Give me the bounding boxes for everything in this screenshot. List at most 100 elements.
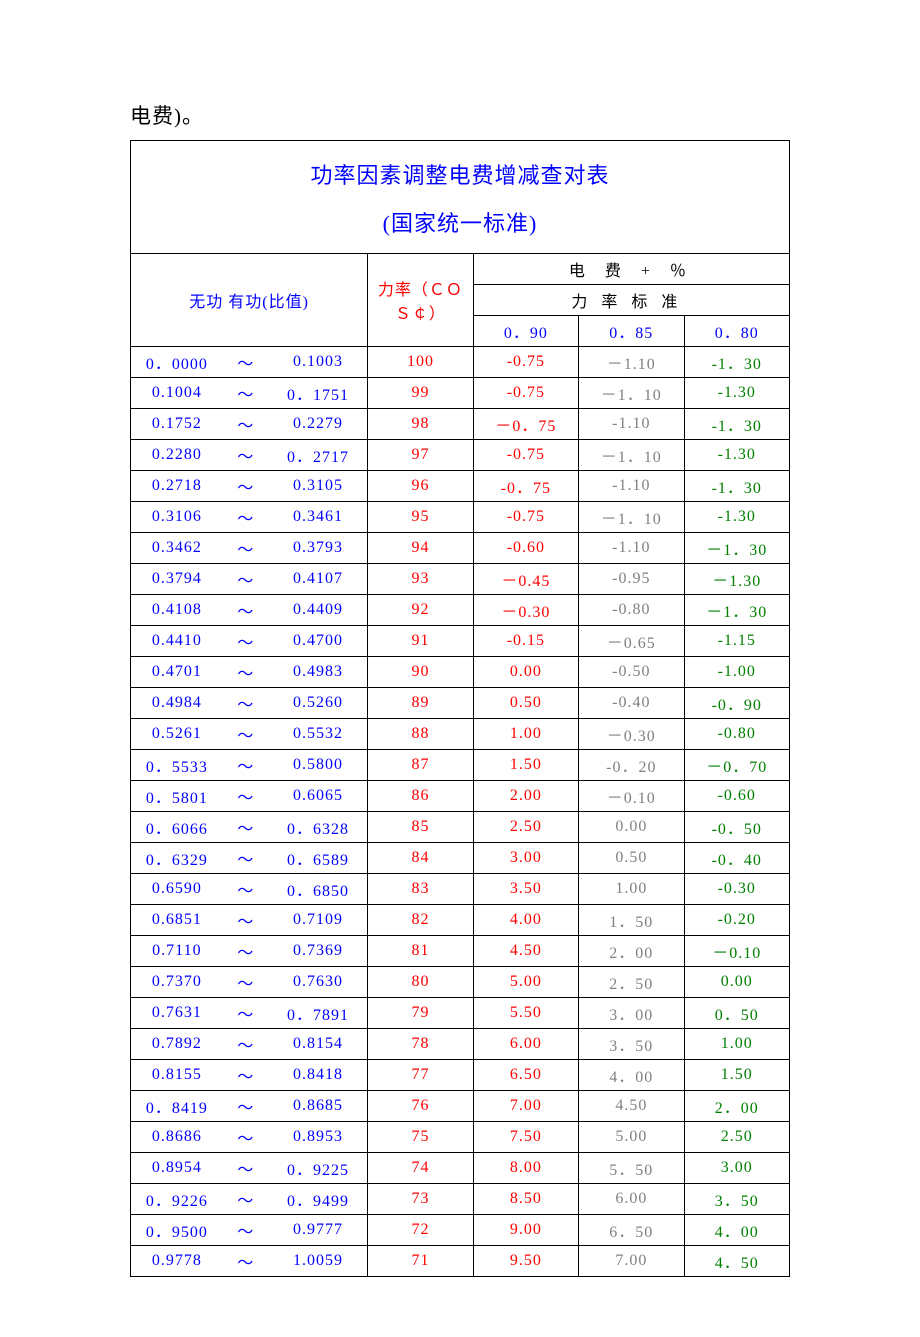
power-factor: 76 xyxy=(368,1090,473,1121)
value-090: -0．75 xyxy=(473,470,578,501)
tilde: ～ xyxy=(223,501,269,532)
ratio-high: 0.1003 xyxy=(269,346,368,377)
value-090: 2.00 xyxy=(473,780,578,811)
value-090: 8.50 xyxy=(473,1183,578,1214)
ratio-low: 0．9226 xyxy=(131,1183,223,1214)
value-090: 4.50 xyxy=(473,935,578,966)
value-090: -0.75 xyxy=(473,346,578,377)
value-080: -1．30 xyxy=(684,470,789,501)
value-090: 9.50 xyxy=(473,1245,578,1276)
table-row: 0.6851～0.7109824.001．50-0.20 xyxy=(131,904,790,935)
table-row: 0．8419～0.8685767.004.502．00 xyxy=(131,1090,790,1121)
value-090: －0.45 xyxy=(473,563,578,594)
ratio-high: 0.4107 xyxy=(269,563,368,594)
power-factor: 90 xyxy=(368,656,473,687)
header-std: 力率标准 xyxy=(473,284,789,315)
ratio-low: 0.5261 xyxy=(131,718,223,749)
power-factor: 80 xyxy=(368,966,473,997)
ratio-high: 0.5260 xyxy=(269,687,368,718)
value-085: 5．50 xyxy=(579,1152,684,1183)
table-row: 0.8954～0．9225748.005．503.00 xyxy=(131,1152,790,1183)
value-085: -0.50 xyxy=(579,656,684,687)
value-085: -1.10 xyxy=(579,532,684,563)
value-085: 1．50 xyxy=(579,904,684,935)
ratio-high: 0.5800 xyxy=(269,749,368,780)
value-080: -1.15 xyxy=(684,625,789,656)
tilde: ～ xyxy=(223,1183,269,1214)
ratio-high: 0.4409 xyxy=(269,594,368,625)
tilde: ～ xyxy=(223,811,269,842)
ratio-low: 0.7370 xyxy=(131,966,223,997)
value-090: 7.00 xyxy=(473,1090,578,1121)
power-factor: 72 xyxy=(368,1214,473,1245)
header-ratio: 无功 有功(比值) xyxy=(131,253,368,346)
ratio-high: 0．6589 xyxy=(269,842,368,873)
ratio-low: 0.3106 xyxy=(131,501,223,532)
pre-text: 电费)。 xyxy=(130,100,790,130)
header-pf: 力率（ＣＯＳ￠） xyxy=(368,253,473,346)
value-080: -0.60 xyxy=(684,780,789,811)
power-factor: 100 xyxy=(368,346,473,377)
tilde: ～ xyxy=(223,1214,269,1245)
value-090: 7.50 xyxy=(473,1121,578,1152)
table-row: 0．5801～0.6065862.00－0.10-0.60 xyxy=(131,780,790,811)
tilde: ～ xyxy=(223,470,269,501)
tilde: ～ xyxy=(223,1152,269,1183)
power-factor: 71 xyxy=(368,1245,473,1276)
value-085: 5.00 xyxy=(579,1121,684,1152)
ratio-high: 0.2279 xyxy=(269,408,368,439)
ratio-low: 0．6066 xyxy=(131,811,223,842)
value-080: -0.80 xyxy=(684,718,789,749)
table-row: 0.8155～0.8418776.504．001.50 xyxy=(131,1059,790,1090)
ratio-high: 0．2717 xyxy=(269,439,368,470)
value-080: －1．30 xyxy=(684,594,789,625)
ratio-high: 0.8154 xyxy=(269,1028,368,1059)
tilde: ～ xyxy=(223,532,269,563)
value-080: 3.00 xyxy=(684,1152,789,1183)
table-row: 0.3106～0.346195-0.75－1．10-1.30 xyxy=(131,501,790,532)
tilde: ～ xyxy=(223,439,269,470)
value-080: －0．70 xyxy=(684,749,789,780)
value-080: －1.30 xyxy=(684,563,789,594)
value-085: 6.00 xyxy=(579,1183,684,1214)
ratio-low: 0．5801 xyxy=(131,780,223,811)
ratio-high: 0.3793 xyxy=(269,532,368,563)
tilde: ～ xyxy=(223,997,269,1028)
value-090: -0.60 xyxy=(473,532,578,563)
table-row: 0.9778～1.0059719.507.004．50 xyxy=(131,1245,790,1276)
value-090: 4.00 xyxy=(473,904,578,935)
value-090: 3.00 xyxy=(473,842,578,873)
table-row: 0.2280～0．271797-0.75－1．10-1.30 xyxy=(131,439,790,470)
ratio-low: 0．0000 xyxy=(131,346,223,377)
value-090: 3.50 xyxy=(473,873,578,904)
value-085: －0.10 xyxy=(579,780,684,811)
power-factor: 83 xyxy=(368,873,473,904)
table-row: 0．6066～0．6328852.500.00-0．50 xyxy=(131,811,790,842)
ratio-low: 0.8686 xyxy=(131,1121,223,1152)
power-factor: 93 xyxy=(368,563,473,594)
tilde: ～ xyxy=(223,1245,269,1276)
ratio-low: 0.9778 xyxy=(131,1245,223,1276)
tilde: ～ xyxy=(223,1028,269,1059)
tilde: ～ xyxy=(223,1090,269,1121)
ratio-low: 0.1752 xyxy=(131,408,223,439)
value-085: -0.40 xyxy=(579,687,684,718)
value-085: －1．10 xyxy=(579,501,684,532)
value-085: 3．50 xyxy=(579,1028,684,1059)
value-085: 4.50 xyxy=(579,1090,684,1121)
ratio-low: 0.1004 xyxy=(131,377,223,408)
value-090: -0.75 xyxy=(473,377,578,408)
value-085: -1.10 xyxy=(579,470,684,501)
ratio-high: 0．6328 xyxy=(269,811,368,842)
value-085: 2．00 xyxy=(579,935,684,966)
table-row: 0.3462～0.379394-0.60-1.10－1．30 xyxy=(131,532,790,563)
tilde: ～ xyxy=(223,346,269,377)
ratio-high: 0．9225 xyxy=(269,1152,368,1183)
value-080: -1．30 xyxy=(684,346,789,377)
power-factor: 91 xyxy=(368,625,473,656)
ratio-high: 0.6065 xyxy=(269,780,368,811)
tilde: ～ xyxy=(223,935,269,966)
ratio-low: 0．8419 xyxy=(131,1090,223,1121)
power-factor: 96 xyxy=(368,470,473,501)
ratio-high: 0.8953 xyxy=(269,1121,368,1152)
